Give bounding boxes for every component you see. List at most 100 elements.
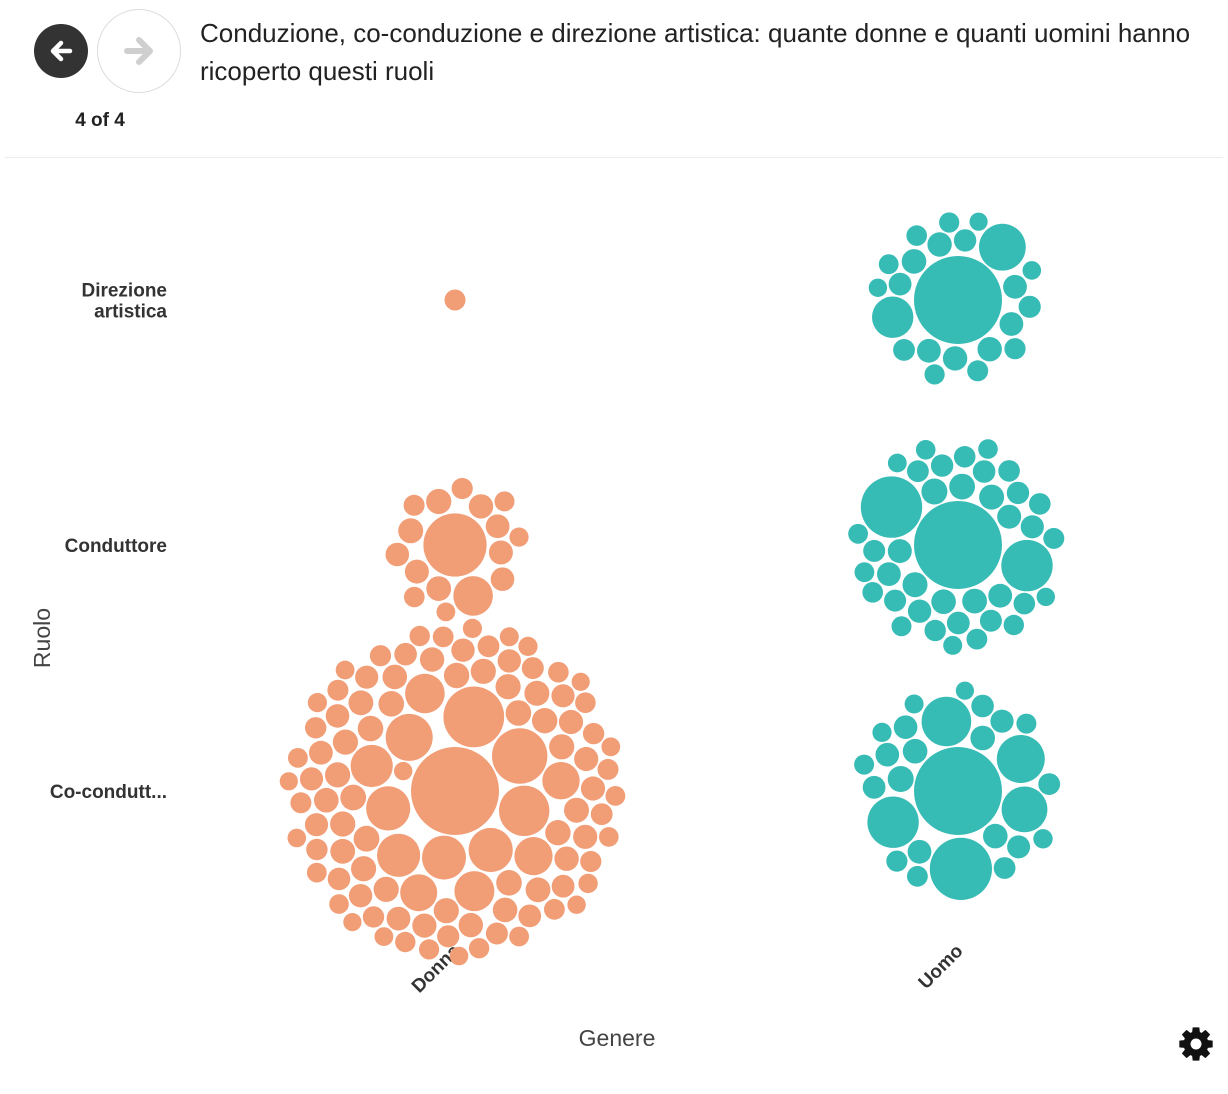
bubble-point[interactable]: [601, 737, 621, 757]
bubble-point[interactable]: [404, 586, 425, 608]
bubble-point[interactable]: [404, 559, 429, 584]
bubble-point[interactable]: [1029, 493, 1051, 515]
settings-button[interactable]: [1176, 1024, 1216, 1064]
bubble-point[interactable]: [343, 913, 362, 932]
bubble-point[interactable]: [1013, 592, 1036, 615]
bubble-point[interactable]: [419, 939, 440, 960]
bubble-point[interactable]: [451, 638, 475, 662]
bubble-point[interactable]: [394, 642, 417, 666]
bubble-point[interactable]: [1006, 481, 1030, 505]
bubble-point[interactable]: [893, 715, 918, 739]
bubble-point[interactable]: [505, 700, 532, 726]
bubble-point[interactable]: [1016, 713, 1037, 734]
bubble-point[interactable]: [915, 440, 936, 460]
bubble-point[interactable]: [930, 454, 954, 477]
bubble-point[interactable]: [488, 540, 513, 565]
bubble-point[interactable]: [1003, 274, 1027, 299]
bubble-point[interactable]: [490, 567, 515, 591]
bubble-point[interactable]: [953, 229, 977, 252]
bubble-point[interactable]: [373, 876, 399, 902]
bubble-point[interactable]: [906, 225, 927, 246]
bubble-point[interactable]: [1018, 295, 1041, 318]
bubble-point[interactable]: [878, 254, 899, 275]
bubble-point[interactable]: [990, 709, 1014, 733]
bubble-point[interactable]: [355, 665, 379, 689]
bubble-point[interactable]: [931, 589, 956, 614]
bubble-point[interactable]: [969, 212, 988, 231]
bubble-point[interactable]: [946, 611, 970, 635]
bubble-point[interactable]: [492, 728, 548, 784]
bubble-point[interactable]: [953, 446, 976, 468]
bubble-point[interactable]: [542, 762, 580, 800]
bubble-point[interactable]: [967, 360, 989, 382]
bubble-point[interactable]: [862, 775, 886, 799]
bubble-point[interactable]: [868, 278, 888, 297]
bubble-point[interactable]: [971, 694, 994, 718]
bubble-point[interactable]: [454, 871, 495, 912]
bubble-point[interactable]: [887, 453, 907, 473]
bubble-point[interactable]: [924, 364, 945, 385]
bubble-point[interactable]: [305, 717, 327, 739]
bubble-point[interactable]: [544, 898, 565, 920]
bubble-point[interactable]: [1007, 835, 1031, 859]
bubble-point[interactable]: [979, 484, 1005, 510]
bubble-point[interactable]: [921, 696, 972, 747]
bubble-point[interactable]: [400, 874, 438, 912]
bubble-point[interactable]: [997, 504, 1022, 529]
bubble-point[interactable]: [867, 796, 919, 848]
bubble-point[interactable]: [330, 811, 356, 837]
bubble-point[interactable]: [907, 865, 928, 887]
bubble-point[interactable]: [327, 679, 349, 701]
bubble-point[interactable]: [335, 660, 355, 680]
bubble-point[interactable]: [929, 837, 993, 901]
bubble-point[interactable]: [306, 838, 328, 861]
bubble-point[interactable]: [499, 627, 519, 647]
bubble-point[interactable]: [411, 747, 499, 835]
bubble-point[interactable]: [485, 922, 508, 945]
bubble-point[interactable]: [580, 850, 602, 873]
bubble-point[interactable]: [462, 618, 482, 638]
bubble-point[interactable]: [385, 542, 410, 567]
bubble-point[interactable]: [327, 867, 351, 891]
bubble-point[interactable]: [884, 589, 907, 612]
bubble-point[interactable]: [578, 873, 598, 894]
bubble-point[interactable]: [1020, 515, 1044, 539]
bubble-point[interactable]: [1043, 527, 1065, 549]
bubble-point[interactable]: [888, 272, 912, 296]
bubble-point[interactable]: [901, 249, 927, 274]
bubble-point[interactable]: [907, 599, 932, 623]
bubble-point[interactable]: [443, 686, 505, 748]
bubble-point[interactable]: [1004, 338, 1026, 360]
bubble-point[interactable]: [545, 820, 571, 846]
bubble-point[interactable]: [288, 748, 308, 768]
bubble-point[interactable]: [419, 647, 445, 672]
bubble-point[interactable]: [574, 746, 599, 772]
bubble-point[interactable]: [904, 694, 924, 714]
bubble-point[interactable]: [423, 513, 487, 577]
bubble-point[interactable]: [854, 562, 875, 583]
bubble-point[interactable]: [279, 772, 298, 791]
bubble-point[interactable]: [999, 312, 1024, 336]
bubble-point[interactable]: [290, 792, 312, 814]
bubble-point[interactable]: [1036, 587, 1056, 607]
bubble-point[interactable]: [395, 931, 416, 953]
bubble-point[interactable]: [558, 709, 584, 735]
bubble-point[interactable]: [872, 722, 892, 743]
next-button[interactable]: [97, 9, 181, 93]
bubble-point[interactable]: [499, 785, 550, 836]
bubble-point[interactable]: [377, 833, 421, 877]
bubble-point[interactable]: [307, 693, 327, 713]
bubble-point[interactable]: [977, 337, 1002, 362]
bubble-point[interactable]: [351, 856, 377, 882]
bubble-point[interactable]: [458, 912, 483, 938]
bubble-point[interactable]: [875, 742, 900, 767]
bubble-point[interactable]: [996, 735, 1045, 783]
bubble-point[interactable]: [524, 680, 550, 706]
bubble-point[interactable]: [902, 738, 928, 764]
bubble-point[interactable]: [374, 927, 394, 946]
bubble-point[interactable]: [993, 857, 1016, 879]
bubble-point[interactable]: [398, 518, 424, 544]
bubble-point[interactable]: [325, 704, 350, 728]
bubble-point[interactable]: [551, 684, 575, 708]
bubble-point[interactable]: [348, 690, 374, 716]
